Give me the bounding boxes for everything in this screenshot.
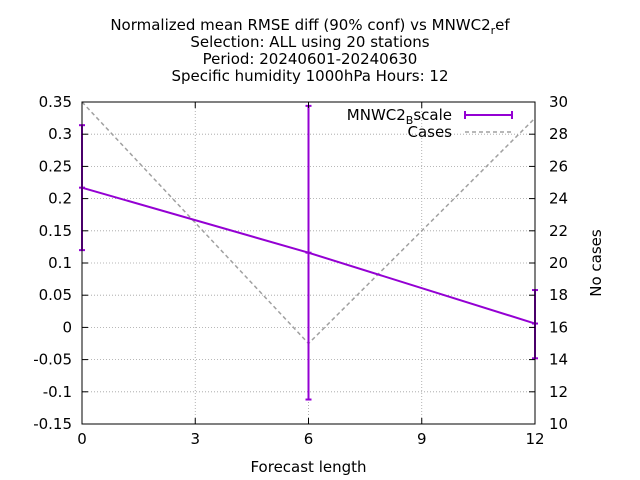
- y2-tick-label: 24: [549, 190, 568, 208]
- y-tick-label: 0.15: [39, 222, 72, 240]
- grid: [82, 102, 535, 424]
- chart-title: Normalized mean RMSE diff (90% conf) vs …: [110, 16, 510, 85]
- y2-tick-label: 28: [549, 125, 568, 143]
- y2-tick-label: 14: [549, 351, 568, 369]
- legend-label-cases: Cases: [407, 123, 452, 141]
- y-tick-label: -0.15: [33, 415, 72, 433]
- x-tick-label: 12: [525, 430, 544, 448]
- y2-tick-label: 10: [549, 415, 568, 433]
- x-tick-label: 6: [304, 430, 314, 448]
- y2-tick-label: 22: [549, 222, 568, 240]
- y-tick-label: 0.05: [39, 286, 72, 304]
- legend-label-bscale: MNWC2Bscale: [347, 106, 452, 127]
- x-tick-label: 0: [77, 430, 87, 448]
- x-tick-label: 9: [417, 430, 427, 448]
- y2-tick-label: 12: [549, 383, 568, 401]
- y2-tick-label: 18: [549, 286, 568, 304]
- x-tick-label: 3: [190, 430, 200, 448]
- bscale-series: [79, 104, 538, 401]
- axis-ticks: -0.15 -0.1 -0.05 0 0.05 0.1 0.15 0.2 0.25 0.3 0.35…: [33, 93, 568, 448]
- y-tick-label: -0.05: [33, 351, 72, 369]
- y-tick-label: 0.2: [48, 190, 72, 208]
- y-tick-label: 0: [62, 318, 72, 336]
- y-tick-label: 0.3: [48, 125, 72, 143]
- title-line-2: Selection: ALL using 20 stations: [190, 33, 429, 51]
- title-line-1: Normalized mean RMSE diff (90% conf) vs …: [110, 16, 510, 37]
- x-axis-label: Forecast length: [250, 458, 366, 476]
- title-line-3: Period: 20240601-20240630: [203, 50, 418, 68]
- y-tick-label: 0.25: [39, 157, 72, 175]
- title-line-4: Specific humidity 1000hPa Hours: 12: [171, 67, 448, 85]
- y2-tick-label: 26: [549, 157, 568, 175]
- y-tick-label: 0.35: [39, 93, 72, 111]
- y-tick-label: -0.1: [43, 383, 72, 401]
- y2-tick-label: 16: [549, 318, 568, 336]
- y2-tick-label: 30: [549, 93, 568, 111]
- y2-axis-label: No cases: [587, 229, 605, 297]
- y2-tick-label: 20: [549, 254, 568, 272]
- y-tick-label: 0.1: [48, 254, 72, 272]
